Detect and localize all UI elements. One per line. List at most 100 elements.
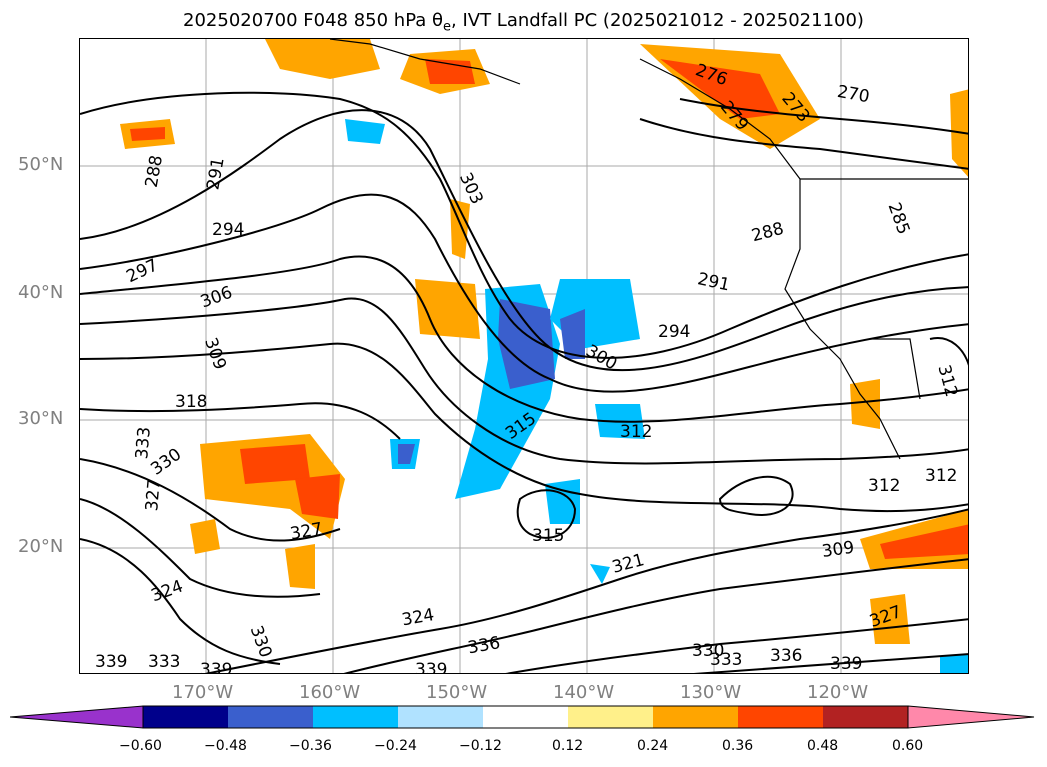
contour-label: 333 <box>710 650 742 670</box>
colorbar-bin <box>313 706 398 728</box>
contour-339 <box>693 653 968 673</box>
colorbar-tick-label: −0.24 <box>374 738 417 754</box>
contour-300 <box>80 255 968 423</box>
contour-306 <box>80 297 968 465</box>
contour-label: 333 <box>132 426 155 460</box>
colorbar-tick-label: 0.36 <box>722 738 754 754</box>
contour-label: 312 <box>868 476 900 496</box>
contour-327 <box>80 498 321 598</box>
positive-core-west <box>130 127 165 141</box>
positive-core-south <box>240 444 310 484</box>
contour-label: 297 <box>123 255 161 287</box>
colorbar-tick-label: 0.12 <box>552 738 584 754</box>
coastline-alaska <box>329 39 521 85</box>
colorbar-bin <box>228 706 313 728</box>
contour-label: 321 <box>610 550 647 578</box>
colorbar-tick-label: −0.12 <box>459 738 502 754</box>
positive-region-sw <box>190 519 220 554</box>
positive-region-se2 <box>870 594 910 644</box>
positive-region-baja <box>850 379 880 429</box>
contour-label: 318 <box>175 392 207 412</box>
coastline-baja <box>870 338 921 400</box>
lon-label-160w: 160°W <box>299 682 361 703</box>
colorbar-extend-low <box>10 705 144 729</box>
shaded-regions <box>120 39 968 673</box>
lon-label-140w: 140°W <box>553 682 615 703</box>
contour-label: 339 <box>830 654 862 674</box>
contour-318 <box>80 402 401 440</box>
contour-330 <box>80 538 281 665</box>
coastline-north-america <box>639 58 901 460</box>
negative-core-east <box>560 309 585 359</box>
lat-label-20n: 20°N <box>18 536 64 557</box>
contour-336 <box>505 618 968 673</box>
colorbar-bin <box>483 706 568 728</box>
colorbar-tick-label: −0.36 <box>289 738 332 754</box>
contour-label: 330 <box>692 641 724 661</box>
contour-321 <box>204 508 968 673</box>
contour-label: 294 <box>658 322 690 342</box>
gridlines <box>80 39 968 673</box>
lon-label-120w: 120°W <box>807 682 869 703</box>
contour-324 <box>80 458 341 542</box>
coastlines <box>329 39 968 460</box>
lat-label-40n: 40°N <box>18 282 64 303</box>
colorbar-bin <box>143 706 228 728</box>
negative-region-north <box>345 119 385 144</box>
positive-region-sw2 <box>285 544 315 589</box>
contour-label: 339 <box>95 652 127 672</box>
contour-label: 339 <box>200 660 232 674</box>
negative-region-se <box>940 654 968 673</box>
contour-label: 333 <box>148 652 180 672</box>
contour-label: 336 <box>466 633 501 658</box>
contour-273 <box>639 118 968 170</box>
contour-label: 309 <box>821 538 856 562</box>
contour-label: 324 <box>149 576 186 606</box>
negative-region-south <box>590 564 610 584</box>
contour-label: 330 <box>246 623 276 660</box>
colorbar <box>10 705 1035 729</box>
map-plot: 288 291 294 297 306 309 318 333 330 327 … <box>80 39 968 674</box>
map-title: 2025020700 F048 850 hPa θe, IVT Landfall… <box>183 10 864 35</box>
contour-label: 324 <box>400 605 435 630</box>
colorbar-bin <box>568 706 653 728</box>
contour-label: 288 <box>142 154 167 189</box>
contour-label: 312 <box>925 466 957 486</box>
theta-e-contours <box>80 91 968 673</box>
colorbar-tick-label: 0.48 <box>807 738 839 754</box>
lon-label-170w: 170°W <box>172 682 234 703</box>
colorbar-extend-high <box>907 705 1035 729</box>
contour-label: 306 <box>198 283 235 313</box>
colorbar-bin <box>653 706 738 728</box>
colorbar-tick-label: −0.60 <box>119 738 162 754</box>
contour-270 <box>679 98 968 135</box>
contour-294 <box>80 193 968 393</box>
contour-closed-312 <box>718 475 794 516</box>
lat-label-50n: 50°N <box>18 154 64 175</box>
colorbar-tick-label: 0.60 <box>892 738 924 754</box>
colorbar-tick-label: −0.48 <box>204 738 247 754</box>
colorbar-bin <box>398 706 483 728</box>
positive-core-alaska <box>425 59 475 84</box>
contour-label: 327 <box>142 478 165 512</box>
contour-324b <box>343 558 968 673</box>
lon-label-130w: 130°W <box>680 682 742 703</box>
colorbar-border <box>142 705 909 729</box>
contour-label: 288 <box>750 219 787 247</box>
contour-label: 336 <box>770 646 802 666</box>
lon-label-150w: 150°W <box>426 682 488 703</box>
colorbar-bin <box>738 706 823 728</box>
contour-label: 327 <box>289 519 324 544</box>
contour-label: 294 <box>212 220 244 240</box>
contour-closed-315 <box>516 489 577 539</box>
colorbar-bin <box>823 706 908 728</box>
contour-label: 309 <box>200 335 230 372</box>
contour-312 <box>80 342 968 513</box>
contour-label: 315 <box>532 526 564 546</box>
contour-label: 285 <box>884 200 914 237</box>
contour-label: 291 <box>696 269 732 295</box>
contour-288 <box>80 91 968 359</box>
positive-core-se <box>880 524 968 559</box>
contour-label: 312 <box>620 422 652 442</box>
map-panel: 288 291 294 297 306 309 318 333 330 327 … <box>79 38 969 674</box>
